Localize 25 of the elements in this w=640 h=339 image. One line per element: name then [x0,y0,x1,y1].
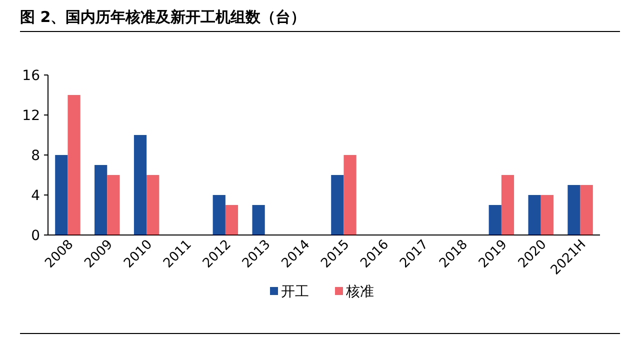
bar [568,185,580,235]
y-tick-label: 16 [22,68,40,84]
bar [146,175,160,235]
bar [134,135,147,235]
legend-label: 核准 [345,284,374,300]
y-tick-label: 8 [31,148,40,164]
bar [107,175,120,235]
bar [94,165,108,235]
chart-title: 图 2、国内历年核准及新开工机组数（台） [20,8,620,32]
bar [68,95,80,235]
bar [540,195,554,235]
bar [344,155,356,235]
bar [225,205,238,235]
bar [212,195,226,235]
bar [580,185,593,235]
legend-label: 开工 [281,284,309,300]
y-tick-label: 12 [22,108,40,124]
bar [55,155,68,235]
y-tick-label: 4 [31,188,40,204]
bar [488,205,502,235]
bar [252,205,265,235]
bar [501,175,514,235]
y-tick-label: 0 [31,228,40,244]
bar [331,175,344,235]
bar [528,195,541,235]
